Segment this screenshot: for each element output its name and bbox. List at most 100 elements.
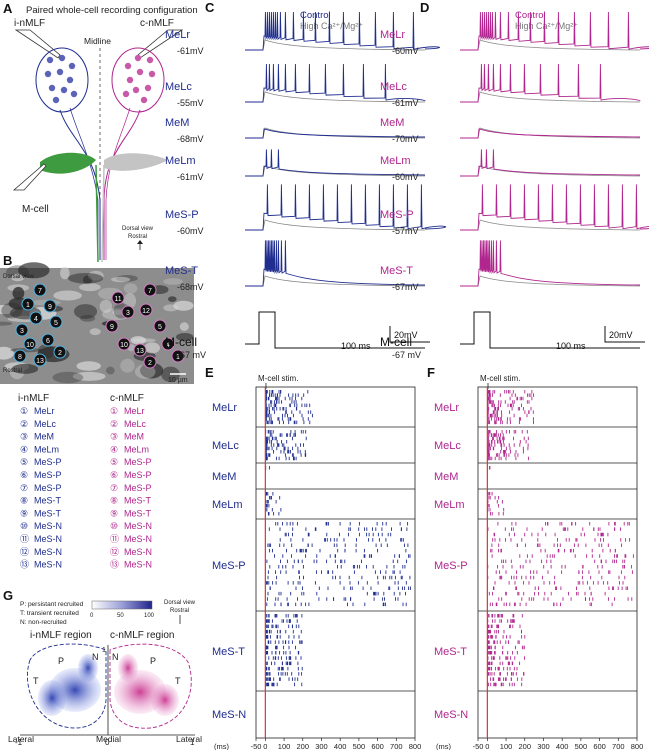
legend-name-i: MeS-N <box>34 521 62 531</box>
legend-number-c: ⑤ <box>110 457 118 467</box>
legend-name-i: MeS-T <box>34 508 62 518</box>
panel-a-letter: A <box>3 1 13 16</box>
panel_e-x-tick-label: -50 <box>251 742 262 750</box>
legend-name-i: MeS-N <box>34 547 62 557</box>
legend-name-i: MeLr <box>34 406 55 416</box>
c-cell <box>134 54 142 62</box>
tissue-fiber <box>99 299 113 313</box>
high-ca-trace <box>245 91 426 103</box>
tissue-fiber <box>73 304 98 319</box>
panel_d-trace-name: MeS-T <box>380 265 413 277</box>
tissue-fiber <box>120 358 135 373</box>
dorsal-view-b: Dorsal view <box>3 274 35 280</box>
image-cell-number-left: 4 <box>34 316 38 323</box>
panel_c-trace-name: MeLm <box>165 155 196 167</box>
colorbar-100: 100 <box>144 613 155 619</box>
image-cell-right <box>161 337 175 351</box>
panel_c-trace-name: MeS-P <box>165 209 199 221</box>
tissue-fiber <box>163 278 183 285</box>
image-cell-right <box>111 291 125 305</box>
panel_e-x-unit: (ms) <box>214 742 229 750</box>
panel_d-scale-v: 20mV <box>609 330 633 340</box>
panel_e-row-label: MeLm <box>212 499 243 511</box>
c-cell <box>126 76 134 84</box>
i-cell <box>60 86 68 94</box>
panel_e-x-tick-label: 0 <box>263 742 267 750</box>
c-cell <box>140 96 148 104</box>
c-cell <box>124 62 132 70</box>
c-region-outline <box>109 643 192 729</box>
panel_e-row-label: MeLr <box>212 402 237 414</box>
legend-number-c: ⑩ <box>110 521 118 531</box>
panel_f-x-tick-label: 500 <box>575 742 588 750</box>
i-region-label: i-nMLF region <box>30 630 92 641</box>
legend-name-c: MeS-T <box>124 496 152 506</box>
image-cell-right <box>143 283 157 297</box>
panel-a-title: Paired whole-cell recording configuratio… <box>26 5 198 16</box>
panel_c-trace-name: MeS-T <box>165 265 198 277</box>
legend-number-i: ② <box>20 419 28 429</box>
c-region-label: c-nMLF region <box>110 630 174 641</box>
c-cell <box>148 70 156 78</box>
legend-header-c: c-nMLF <box>110 393 144 404</box>
legend-number-c: ② <box>110 419 118 429</box>
i-nmlf-label: i-nMLF <box>14 18 45 29</box>
high-ca-trace <box>460 39 641 51</box>
key-n: N: non-recruited <box>20 619 67 626</box>
legend-number-i: ⑦ <box>20 483 28 493</box>
c-axon-2 <box>105 107 131 260</box>
high-ca-trace <box>245 219 426 231</box>
region-label-p-right: P <box>150 656 156 666</box>
panel_f-row-label: MeLr <box>434 402 459 414</box>
i-cell <box>56 68 64 76</box>
i-cell <box>66 76 74 84</box>
rostral-arrowhead-a <box>137 240 143 244</box>
legend-name-i: MeS-T <box>34 496 62 506</box>
control-trace <box>460 240 641 287</box>
tissue-fiber <box>11 273 25 282</box>
image-cell-number-right: 7 <box>148 288 152 295</box>
control-trace <box>460 11 649 51</box>
tissue-fiber <box>72 371 106 381</box>
panel_f-row-label: MeLm <box>434 499 465 511</box>
i-axon <box>59 109 101 260</box>
image-cell-left <box>33 353 47 367</box>
raster-frame <box>477 386 638 739</box>
c-cell <box>132 86 140 94</box>
m-axon-left <box>95 164 99 263</box>
panel_c-mcell-name: M-cell <box>165 335 197 349</box>
scale-label-b: 10 µm <box>168 377 188 384</box>
control-trace <box>245 240 426 287</box>
image-cell-number-left: 9 <box>48 304 52 311</box>
control-trace <box>245 63 426 103</box>
g-x-mid: 0 <box>105 738 110 747</box>
g-y-top: 1 <box>102 647 106 654</box>
legend-name-c: MeM <box>124 432 144 442</box>
lateral-right-label: Lateral <box>176 734 202 744</box>
region-label-t-right: T <box>175 676 181 686</box>
panel_f-x-tick-label: 300 <box>537 742 550 750</box>
panel-b-letter: B <box>3 253 12 268</box>
i-axon-2 <box>69 107 99 260</box>
i-cell <box>48 84 56 92</box>
panel_f-row-label: MeS-N <box>434 709 468 721</box>
legend-name-c: MeS-T <box>124 508 152 518</box>
control-trace <box>460 63 641 103</box>
legend-number-c: ⑪ <box>110 534 119 544</box>
image-cell-number-left: 13 <box>36 358 44 365</box>
legend-number-c: ⑥ <box>110 470 118 480</box>
image-cell-left <box>23 337 37 351</box>
panel_c-scale-v: 20mV <box>394 330 418 340</box>
tissue-fiber <box>112 309 124 316</box>
key-p: P: persistant recruited <box>20 601 84 608</box>
legend-number-i: ⑪ <box>20 534 29 544</box>
g-x-left: -1 <box>15 738 23 747</box>
panel_d-trace-name: MeLm <box>380 155 411 167</box>
g-axis-words: Lateral Medial Lateral <box>8 734 208 748</box>
image-cell-number-right: 2 <box>148 360 152 367</box>
panel_f-x-tick-label: 100 <box>500 742 513 750</box>
